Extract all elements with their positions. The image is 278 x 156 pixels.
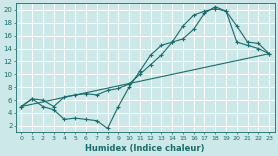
X-axis label: Humidex (Indice chaleur): Humidex (Indice chaleur) <box>86 144 205 153</box>
